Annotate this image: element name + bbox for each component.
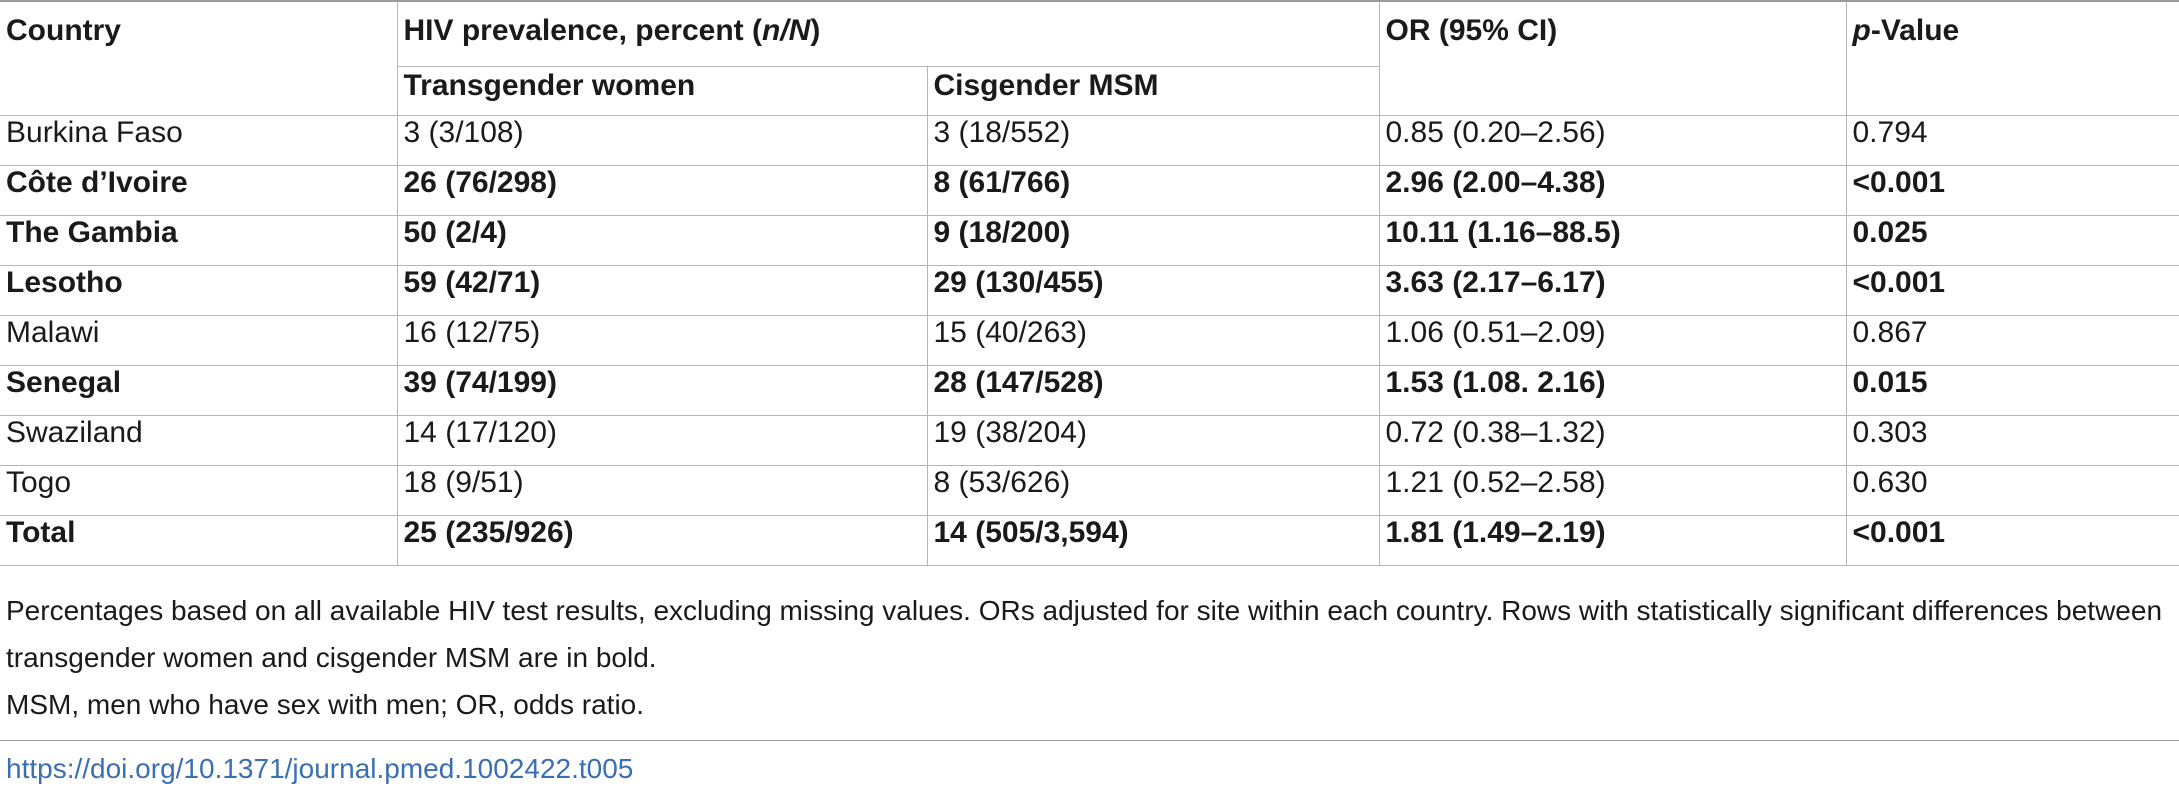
cell-cisgender-msm: 8 (53/626) bbox=[926, 465, 1379, 516]
cell-p-value: <0.001 bbox=[1845, 265, 2179, 316]
cell-cisgender-msm: 28 (147/528) bbox=[926, 365, 1379, 416]
cell-p-value: 0.015 bbox=[1845, 365, 2179, 416]
cell-transgender-women: 59 (42/71) bbox=[396, 265, 927, 316]
table-header: Country HIV prevalence, percent (n/N) OR… bbox=[0, 0, 2179, 116]
cell-or-ci: 0.72 (0.38–1.32) bbox=[1378, 415, 1846, 466]
table-body: Burkina Faso 3 (3/108) 3 (18/552) 0.85 (0.2… bbox=[0, 115, 2179, 566]
header-p-value-rest: -Value bbox=[1870, 14, 1960, 47]
header-hiv-prevalence: HIV prevalence, percent (n/N) bbox=[396, 0, 1379, 67]
footnote-line-1: Percentages based on all available HIV t… bbox=[6, 595, 2163, 673]
header-cisgender-msm: Cisgender MSM bbox=[926, 66, 1379, 116]
header-hiv-prevalence-n: n/N bbox=[761, 14, 811, 47]
cell-p-value: 0.794 bbox=[1845, 115, 2179, 166]
header-row-1: Country HIV prevalence, percent (n/N) OR… bbox=[0, 0, 2179, 116]
cell-cisgender-msm: 14 (505/3,594) bbox=[926, 515, 1379, 566]
cell-or-ci: 10.11 (1.16–88.5) bbox=[1378, 215, 1846, 266]
cell-cisgender-msm: 19 (38/204) bbox=[926, 415, 1379, 466]
cell-transgender-women: 3 (3/108) bbox=[396, 115, 927, 166]
cell-or-ci: 1.21 (0.52–2.58) bbox=[1378, 465, 1846, 516]
cell-cisgender-msm: 15 (40/263) bbox=[926, 315, 1379, 366]
doi-link[interactable]: https://doi.org/10.1371/journal.pmed.100… bbox=[6, 753, 634, 784]
cell-country: Total bbox=[0, 515, 397, 566]
cell-or-ci: 1.06 (0.51–2.09) bbox=[1378, 315, 1846, 366]
table-row: Malawi 16 (12/75) 15 (40/263) 1.06 (0.51–2.… bbox=[0, 315, 2179, 366]
cell-or-ci: 2.96 (2.00–4.38) bbox=[1378, 165, 1846, 216]
cell-country: Lesotho bbox=[0, 265, 397, 316]
cell-country: Senegal bbox=[0, 365, 397, 416]
cell-or-ci: 1.81 (1.49–2.19) bbox=[1378, 515, 1846, 566]
cell-transgender-women: 16 (12/75) bbox=[396, 315, 927, 366]
table-row: The Gambia 50 (2/4) 9 (18/200) 10.11 (1.16–… bbox=[0, 215, 2179, 266]
cell-p-value: <0.001 bbox=[1845, 165, 2179, 216]
cell-or-ci: 1.53 (1.08. 2.16) bbox=[1378, 365, 1846, 416]
hiv-prevalence-table: Country HIV prevalence, percent (n/N) OR… bbox=[0, 0, 2179, 566]
cell-transgender-women: 50 (2/4) bbox=[396, 215, 927, 266]
table-row: Total 25 (235/926) 14 (505/3,594) 1.81 (1.4… bbox=[0, 515, 2179, 566]
cell-cisgender-msm: 3 (18/552) bbox=[926, 115, 1379, 166]
header-hiv-prevalence-suffix: ) bbox=[810, 14, 821, 47]
cell-cisgender-msm: 29 (130/455) bbox=[926, 265, 1379, 316]
footnote-line-2: MSM, men who have sex with men; OR, odds… bbox=[6, 689, 645, 720]
table-row: Swaziland 14 (17/120) 19 (38/204) 0.72 (0.3… bbox=[0, 415, 2179, 466]
table-row: Lesotho 59 (42/71) 29 (130/455) 3.63 (2.17–… bbox=[0, 265, 2179, 316]
cell-p-value: 0.867 bbox=[1845, 315, 2179, 366]
header-country: Country bbox=[0, 0, 397, 116]
cell-transgender-women: 25 (235/926) bbox=[396, 515, 927, 566]
cell-cisgender-msm: 9 (18/200) bbox=[926, 215, 1379, 266]
cell-p-value: <0.001 bbox=[1845, 515, 2179, 566]
table-container: Country HIV prevalence, percent (n/N) OR… bbox=[0, 0, 2179, 566]
header-transgender-women: Transgender women bbox=[396, 66, 927, 116]
cell-country: Côte d’Ivoire bbox=[0, 165, 397, 216]
table-row: Côte d’Ivoire 26 (76/298) 8 (61/766) 2.96 (… bbox=[0, 165, 2179, 216]
table-row: Togo 18 (9/51) 8 (53/626) 1.21 (0.52–2.58) 0… bbox=[0, 465, 2179, 516]
header-or-ci: OR (95% CI) bbox=[1378, 0, 1846, 116]
cell-transgender-women: 26 (76/298) bbox=[396, 165, 927, 216]
header-hiv-prevalence-prefix: HIV prevalence, percent ( bbox=[403, 14, 762, 47]
cell-cisgender-msm: 8 (61/766) bbox=[926, 165, 1379, 216]
cell-transgender-women: 14 (17/120) bbox=[396, 415, 927, 466]
header-p-value: p-Value bbox=[1845, 0, 2179, 116]
cell-or-ci: 3.63 (2.17–6.17) bbox=[1378, 265, 1846, 316]
cell-country: Togo bbox=[0, 465, 397, 516]
cell-transgender-women: 18 (9/51) bbox=[396, 465, 927, 516]
table-row: Senegal 39 (74/199) 28 (147/528) 1.53 (1.08… bbox=[0, 365, 2179, 416]
cell-country: The Gambia bbox=[0, 215, 397, 266]
cell-country: Burkina Faso bbox=[0, 115, 397, 166]
cell-p-value: 0.303 bbox=[1845, 415, 2179, 466]
cell-transgender-women: 39 (74/199) bbox=[396, 365, 927, 416]
table-footnotes: Percentages based on all available HIV t… bbox=[6, 587, 2171, 728]
cell-country: Malawi bbox=[0, 315, 397, 366]
table-row: Burkina Faso 3 (3/108) 3 (18/552) 0.85 (0.2… bbox=[0, 115, 2179, 166]
header-row-2: Transgender women Cisgender MSM bbox=[0, 66, 2179, 116]
cell-p-value: 0.025 bbox=[1845, 215, 2179, 266]
cell-p-value: 0.630 bbox=[1845, 465, 2179, 516]
cell-country: Swaziland bbox=[0, 415, 397, 466]
doi-divider bbox=[0, 740, 2179, 741]
cell-or-ci: 0.85 (0.20–2.56) bbox=[1378, 115, 1846, 166]
header-p-value-italic: p bbox=[1852, 14, 1871, 47]
